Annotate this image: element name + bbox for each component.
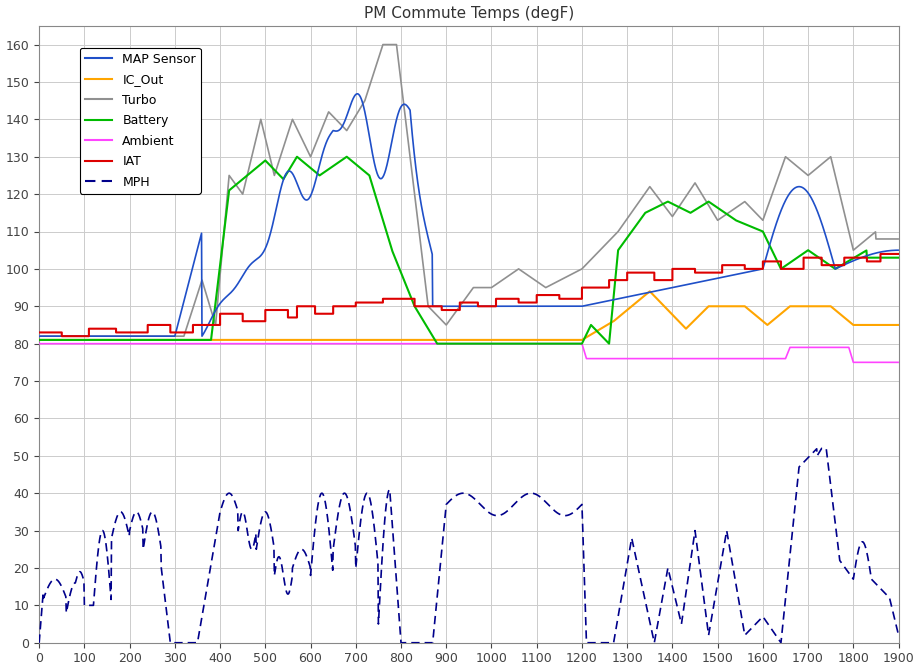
- Title: PM Commute Temps (degF): PM Commute Temps (degF): [363, 5, 573, 21]
- Legend: MAP Sensor, IC_Out, Turbo, Battery, Ambient, IAT, MPH: MAP Sensor, IC_Out, Turbo, Battery, Ambi…: [80, 48, 200, 193]
